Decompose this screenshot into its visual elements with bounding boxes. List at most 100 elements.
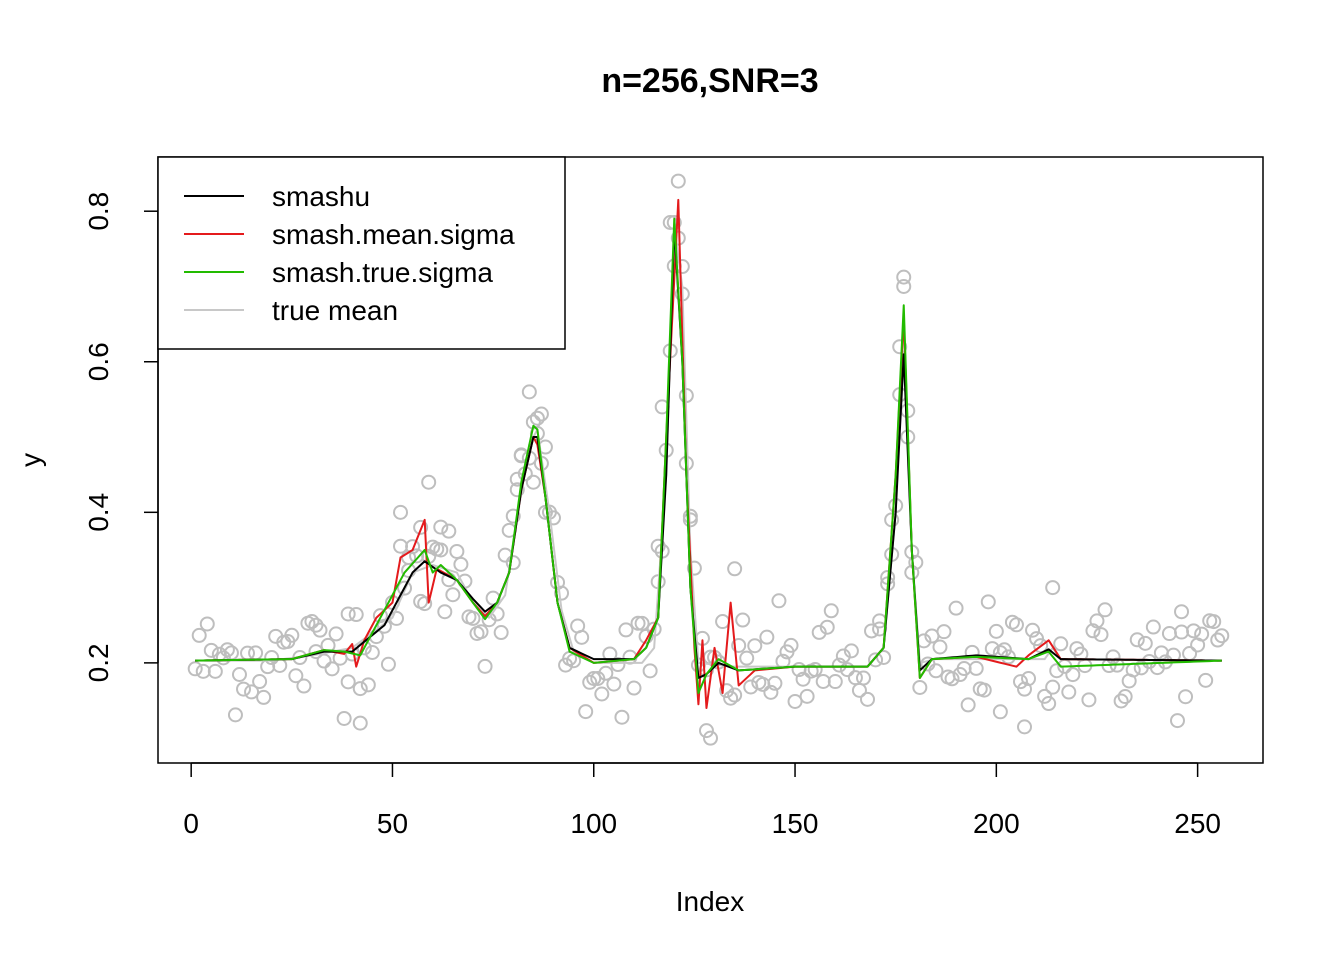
y-tick-label: 0.6 (83, 342, 114, 381)
x-tick-label: 150 (772, 808, 819, 839)
data-point (340, 674, 356, 690)
data-point (610, 657, 626, 673)
data-point (1089, 613, 1105, 629)
legend-label: true mean (272, 295, 398, 326)
data-point (586, 670, 602, 686)
data-point (533, 406, 549, 422)
data-point (686, 560, 702, 576)
data-point (948, 600, 964, 616)
data-point (795, 671, 811, 687)
data-point (1045, 580, 1061, 596)
data-point (1198, 672, 1214, 688)
data-point (1105, 649, 1121, 665)
data-point (328, 626, 344, 642)
data-point (864, 623, 880, 639)
data-point (348, 607, 364, 623)
data-point (393, 538, 409, 554)
data-point (336, 710, 352, 726)
data-point (815, 673, 831, 689)
y-axis: 0.2 0.4 0.6 0.8 (83, 192, 159, 682)
data-point (759, 629, 775, 645)
data-point (1093, 627, 1109, 643)
chart-title: n=256,SNR=3 (601, 62, 818, 100)
data-point (598, 665, 614, 681)
y-axis-label: y (15, 453, 46, 467)
data-point (445, 587, 461, 603)
data-point (195, 663, 211, 679)
data-point (703, 730, 718, 746)
data-point (606, 676, 622, 692)
data-point (380, 656, 396, 672)
data-point (1145, 619, 1161, 635)
legend: smashu smash.mean.sigma smash.true.sigma tr… (157, 156, 566, 350)
data-point (944, 671, 960, 687)
data-point (1174, 604, 1190, 620)
legend-box (157, 156, 566, 350)
data-point (928, 663, 944, 679)
data-point (1169, 713, 1185, 729)
data-point (308, 617, 324, 633)
data-point (227, 707, 243, 723)
data-point (670, 173, 686, 189)
data-point (340, 606, 356, 622)
legend-label: smash.true.sigma (272, 257, 493, 288)
data-point (590, 671, 606, 687)
data-point (650, 538, 666, 554)
data-point (191, 627, 207, 643)
data-point (417, 596, 433, 612)
data-point (1033, 638, 1049, 654)
data-point (968, 660, 984, 676)
data-point (1214, 628, 1230, 644)
data-point (437, 604, 453, 620)
data-point (207, 663, 223, 679)
x-axis: 0 50 100 150 200 250 (183, 762, 1221, 839)
data-point (312, 622, 328, 638)
data-point (256, 689, 272, 705)
data-point (823, 603, 839, 619)
data-point (1037, 688, 1053, 704)
series-lines (195, 198, 1222, 710)
data-point (912, 679, 928, 695)
data-point (727, 561, 743, 577)
data-point (304, 613, 320, 629)
data-point (767, 675, 783, 691)
data-point (1186, 623, 1202, 639)
series-smash-true-sigma (195, 217, 1222, 694)
data-point (1161, 626, 1177, 642)
data-point (771, 593, 787, 609)
data-point (364, 645, 380, 661)
data-point (505, 555, 521, 571)
x-axis-label: Index (676, 886, 745, 917)
data-point (976, 682, 992, 698)
data-point (787, 693, 803, 709)
data-point (1021, 671, 1037, 687)
legend-label: smash.mean.sigma (272, 219, 515, 250)
legend-label: smashu (272, 181, 370, 212)
data-point (433, 542, 449, 558)
data-point (352, 681, 368, 697)
x-tick-label: 50 (377, 808, 408, 839)
data-point (248, 645, 264, 661)
data-point (252, 674, 268, 690)
data-point (827, 674, 843, 690)
data-point (1045, 679, 1061, 695)
data-point (698, 723, 714, 739)
data-point (876, 649, 892, 665)
series-smash-mean-sigma (195, 198, 1222, 710)
data-point (360, 677, 376, 693)
x-tick-label: 0 (183, 808, 199, 839)
x-tick-label: 250 (1174, 808, 1221, 839)
data-point (473, 624, 489, 640)
data-point (904, 565, 920, 581)
data-point (236, 681, 252, 697)
data-point (421, 474, 437, 490)
data-point (1210, 632, 1226, 648)
data-point (554, 585, 570, 601)
data-point (433, 519, 449, 535)
data-point (618, 622, 634, 638)
data-point (1012, 674, 1028, 690)
data-point (284, 627, 300, 643)
data-point (819, 619, 835, 635)
data-point (525, 474, 541, 490)
data-point (465, 610, 481, 626)
